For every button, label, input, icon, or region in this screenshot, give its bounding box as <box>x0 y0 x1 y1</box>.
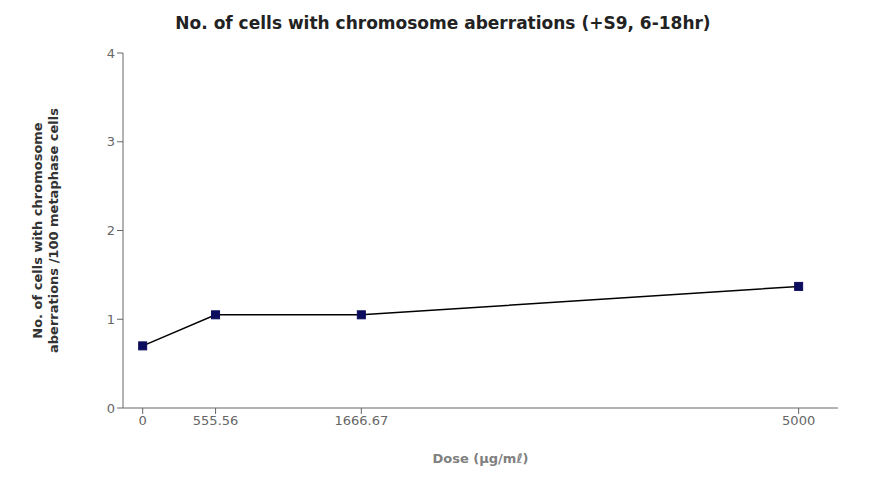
svg-text:Dose (μg/mℓ): Dose (μg/mℓ) <box>433 451 529 466</box>
svg-text:0: 0 <box>139 413 147 428</box>
svg-text:3: 3 <box>107 134 115 149</box>
svg-text:4: 4 <box>107 46 115 61</box>
svg-text:0: 0 <box>107 401 115 416</box>
svg-text:5000: 5000 <box>782 413 815 428</box>
svg-text:1666.67: 1666.67 <box>334 413 388 428</box>
svg-text:No. of cells with chromosomeab: No. of cells with chromosomeaberrations … <box>30 108 61 353</box>
html-text:No. of cells with chromosome a: No. of cells with chromosome aberrations… <box>175 13 711 33</box>
svg-text:555.56: 555.56 <box>193 413 239 428</box>
svg-text:1: 1 <box>107 312 115 327</box>
svg-text:2: 2 <box>107 223 115 238</box>
